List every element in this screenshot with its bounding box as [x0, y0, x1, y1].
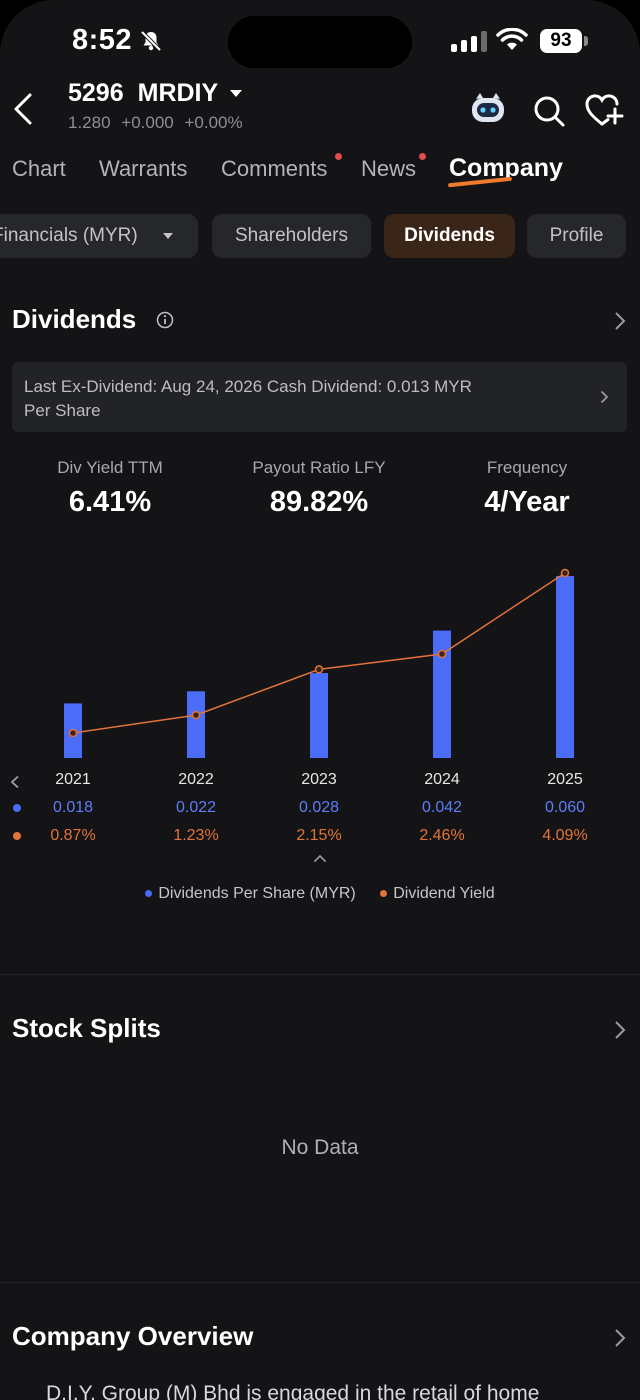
- ex-dividend-line2: Per Share: [24, 401, 101, 420]
- stat-div-yield-ttm: Div Yield TTM 6.41%: [10, 458, 210, 519]
- ex-dividend-chevron-right-icon: [600, 390, 609, 404]
- news-notification-dot: [419, 153, 426, 160]
- last-ex-dividend-card[interactable]: Last Ex-Dividend: Aug 24, 2026 Cash Divi…: [12, 362, 627, 432]
- back-arrow-icon[interactable]: [12, 92, 34, 126]
- yield-value: 0.87%: [50, 827, 96, 844]
- yield-value-row: 0.87% 1.23% 2.15% 2.46% 4.09%: [0, 827, 640, 851]
- subtab-shareholders[interactable]: Shareholders: [212, 214, 371, 258]
- legend-yield-dot: [380, 890, 388, 897]
- yield-point-2025: [560, 568, 570, 578]
- dropdown-caret-icon: [163, 233, 173, 239]
- subtab-financials-label: Financials (MYR): [0, 225, 138, 246]
- last-ex-dividend-text: Last Ex-Dividend: Aug 24, 2026 Cash Divi…: [24, 375, 544, 423]
- year-label: 2021: [55, 771, 91, 788]
- stat-payout-ratio-lfy: Payout Ratio LFY 89.82%: [219, 458, 419, 519]
- yield-value: 2.15%: [296, 827, 342, 844]
- yield-value: 1.23%: [173, 827, 219, 844]
- dps-value-row: 0.018 0.022 0.028 0.042 0.060: [0, 799, 640, 823]
- legend-yield-label: Dividend Yield: [393, 884, 495, 902]
- collapse-chevron-up-icon[interactable]: [313, 854, 327, 863]
- dps-bar-2022: [187, 691, 205, 758]
- subtab-profile[interactable]: Profile: [527, 214, 626, 258]
- chart-year-row: 2021 2022 2023 2024 2025: [0, 771, 640, 795]
- stock-selector[interactable]: 5296 MRDIY: [68, 79, 243, 108]
- status-time: 8:52: [72, 24, 133, 56]
- wifi-icon: [496, 28, 528, 50]
- search-icon[interactable]: [532, 94, 566, 128]
- yield-point-2023: [314, 665, 324, 674]
- stat-label: Frequency: [486, 458, 568, 477]
- dps-bar-2025: [556, 576, 574, 758]
- dps-value: 0.028: [298, 799, 340, 816]
- stock-change-pct: +0.00%: [184, 113, 243, 132]
- robot-assistant-icon[interactable]: [468, 92, 508, 126]
- yield-row-dot: [13, 832, 21, 840]
- ex-dividend-line1: Last Ex-Dividend: Aug 24, 2026 Cash Divi…: [24, 377, 472, 396]
- yield-value: 4.09%: [542, 827, 588, 844]
- company-overview-chevron-right-icon[interactable]: [614, 1328, 626, 1348]
- caret-down-icon: [230, 90, 243, 97]
- yield-point-2024: [437, 649, 447, 659]
- stat-value: 4/Year: [484, 486, 570, 518]
- stock-splits-title[interactable]: Stock Splits: [12, 1013, 161, 1043]
- dividends-chevron-right-icon[interactable]: [614, 311, 626, 331]
- stat-value: 89.82%: [269, 486, 369, 518]
- cellular-signal-icon: [451, 30, 487, 52]
- tab-warrants[interactable]: Warrants: [99, 156, 188, 181]
- company-overview-text: D.I.Y. Group (M) Bhd is engaged in the r…: [46, 1382, 540, 1400]
- info-icon[interactable]: [156, 311, 174, 329]
- stock-price: 1.280: [68, 113, 111, 132]
- section-divider: [0, 1282, 640, 1283]
- year-label: 2022: [178, 771, 214, 788]
- bell-muted-icon: [140, 30, 162, 52]
- stock-splits-empty: No Data: [281, 1136, 359, 1159]
- stat-label: Div Yield TTM: [57, 458, 163, 477]
- dps-row-dot: [13, 804, 21, 812]
- legend-dps-dot: [145, 890, 153, 897]
- stat-value: 6.41%: [68, 486, 152, 518]
- dps-value: 0.022: [175, 799, 217, 816]
- dps-value: 0.042: [421, 799, 463, 816]
- dps-bar-2023: [310, 673, 328, 758]
- year-label: 2025: [547, 771, 583, 788]
- subtab-dividends[interactable]: Dividends: [384, 214, 515, 258]
- add-to-watchlist-icon[interactable]: [584, 92, 624, 128]
- stock-code: 5296: [68, 79, 124, 107]
- yield-point-2021: [68, 728, 78, 738]
- dividends-chart: [64, 568, 574, 758]
- stock-name: MRDIY: [137, 79, 219, 107]
- dps-value: 0.018: [52, 799, 94, 816]
- section-divider: [0, 974, 640, 975]
- legend-dps-label: Dividends Per Share (MYR): [158, 884, 356, 902]
- yield-point-2022: [191, 710, 201, 720]
- company-overview-title[interactable]: Company Overview: [12, 1321, 254, 1351]
- stat-frequency: Frequency 4/Year: [427, 458, 627, 519]
- comments-notification-dot: [335, 153, 342, 160]
- stat-label: Payout Ratio LFY: [252, 458, 386, 477]
- dps-value: 0.060: [544, 799, 586, 816]
- tab-news[interactable]: News: [361, 156, 417, 181]
- chart-scroll-left-icon[interactable]: [10, 775, 20, 789]
- chart-legend: Dividends Per Share (MYR) Dividend Yield: [0, 884, 640, 903]
- dps-bar-2024: [433, 630, 451, 758]
- stock-splits-chevron-right-icon[interactable]: [614, 1020, 626, 1040]
- year-label: 2024: [424, 771, 460, 788]
- dynamic-island: [228, 16, 412, 68]
- year-label: 2023: [301, 771, 337, 788]
- legend-dps: Dividends Per Share (MYR): [145, 884, 356, 903]
- tab-comments[interactable]: Comments: [221, 156, 328, 181]
- stock-change: +0.000: [121, 113, 174, 132]
- dividends-title[interactable]: Dividends: [12, 304, 137, 334]
- tab-chart[interactable]: Chart: [12, 156, 66, 181]
- yield-value: 2.46%: [419, 827, 465, 844]
- battery-level: 93: [540, 29, 582, 53]
- subtab-financials[interactable]: Financials (MYR): [0, 214, 198, 258]
- battery-tip: [584, 36, 588, 46]
- stock-quote: 1.280 +0.000 +0.00%: [68, 113, 249, 133]
- legend-yield: Dividend Yield: [380, 884, 495, 903]
